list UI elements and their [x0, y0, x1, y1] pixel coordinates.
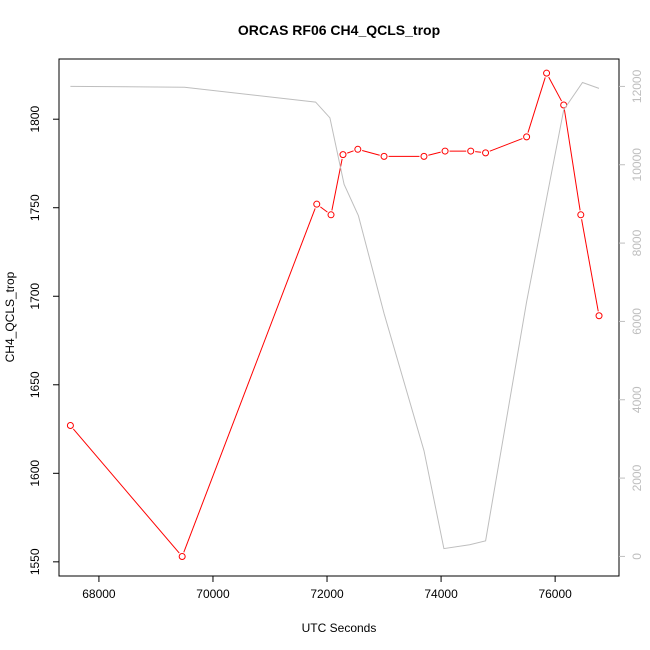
- y2-tick-label: 0: [630, 553, 644, 560]
- y-axis-left: 1550 1600 1650 1700 1750 1800: [28, 106, 59, 575]
- series-1-segment: [527, 77, 546, 133]
- series-1-segment: [183, 208, 316, 553]
- plot-layer: [66, 69, 603, 561]
- series-1-segment: [362, 149, 380, 156]
- series-1-point: [523, 133, 531, 141]
- x-tick-label: 76000: [538, 587, 572, 601]
- series-1-point: [543, 69, 551, 77]
- series-1-segment: [72, 428, 180, 554]
- series-1-segment: [548, 76, 562, 102]
- series-1-point: [354, 145, 362, 153]
- series-1-segment: [563, 109, 581, 211]
- x-tick-label: 68000: [82, 587, 116, 601]
- y-tick-label: 1550: [28, 548, 42, 575]
- y2-tick-label: 10000: [630, 148, 644, 182]
- series-1-segment: [489, 138, 523, 152]
- y2-tick-label: 4000: [630, 386, 644, 413]
- plot-frame: [58, 58, 620, 577]
- series-1-segment: [320, 206, 328, 213]
- y-tick-label: 1750: [28, 194, 42, 221]
- y2-tick-label: 12000: [630, 69, 644, 103]
- series-1-point: [577, 211, 585, 219]
- series-1-point: [595, 312, 603, 320]
- x-axis: 68000 70000 72000 74000 76000: [82, 576, 572, 601]
- series-1-segment: [581, 219, 599, 312]
- series-1-point: [482, 149, 490, 157]
- series-1-segment: [428, 151, 441, 156]
- series-1-point: [313, 200, 321, 208]
- series-1-point: [380, 152, 388, 160]
- y-tick-label: 1650: [28, 371, 42, 398]
- series-1-point: [441, 147, 449, 155]
- x-tick-label: 72000: [310, 587, 344, 601]
- series-1-point: [420, 152, 428, 160]
- y-tick-label: 1600: [28, 460, 42, 487]
- series-1-point: [178, 553, 186, 561]
- y-axis-right: 0 2000 4000 6000 8000 10000 12000: [619, 69, 644, 560]
- y2-tick-label: 8000: [630, 229, 644, 256]
- y2-tick-label: 2000: [630, 464, 644, 491]
- series-1-point: [467, 147, 475, 155]
- y-tick-label: 1700: [28, 283, 42, 310]
- x-axis-label: UTC Seconds: [302, 621, 377, 635]
- series-1-point: [66, 422, 74, 430]
- y-tick-label: 1800: [28, 106, 42, 133]
- series-1-point: [327, 211, 335, 219]
- x-tick-label: 70000: [196, 587, 230, 601]
- y-axis-label: CH4_QCLS_trop: [3, 271, 17, 362]
- series-1-segment: [347, 150, 354, 154]
- series-2-line: [70, 81, 600, 550]
- series-1-point: [339, 151, 347, 159]
- chart-title: ORCAS RF06 CH4_QCLS_trop: [238, 22, 440, 38]
- x-tick-label: 74000: [424, 587, 458, 601]
- y2-tick-label: 6000: [630, 308, 644, 335]
- series-1-segment: [475, 151, 482, 153]
